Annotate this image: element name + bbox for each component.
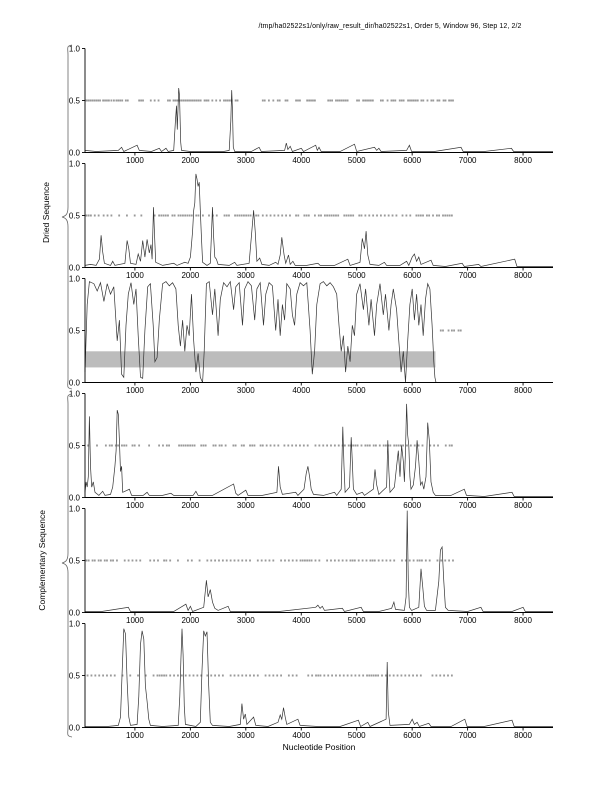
panel-4-curve xyxy=(84,403,553,497)
panel-2-xtick-4000: 4000 xyxy=(292,271,310,280)
panel-1-xtick-8000: 8000 xyxy=(514,156,532,165)
panel-6-curve xyxy=(85,628,553,728)
panel-5: 1000 2000 3000 4000 5000 6000 7000 8000 0.0 0.5 1.… xyxy=(69,504,553,625)
panel-1: 1000 2000 3000 4000 5000 6000 7000 8000 0.0 0.5 1.… xyxy=(69,44,553,165)
panel-5-xtick-3000: 3000 xyxy=(237,616,255,625)
group-label-complementary-sequence: Complementary Sequence xyxy=(37,510,47,611)
panel-3-xtick-5000: 5000 xyxy=(348,386,366,395)
panel-3-xtick-1000: 1000 xyxy=(126,386,144,395)
panel-5-curve xyxy=(85,510,553,612)
panel-6-xtick-8000: 8000 xyxy=(514,731,532,740)
panel-2-xtick-8000: 8000 xyxy=(514,271,532,280)
panel-6-position-marks xyxy=(86,674,453,677)
panel-1-curve xyxy=(84,87,553,152)
panel-5-xtick-2000: 2000 xyxy=(181,616,199,625)
panel-3-ytick-0.0: 0.0 xyxy=(69,378,81,387)
panel-4-xtick-5000: 5000 xyxy=(348,501,366,510)
panel-3-curve xyxy=(84,280,553,383)
panel-6-ytick-1.0: 1.0 xyxy=(69,619,81,628)
panel-1-xtick-1000: 1000 xyxy=(126,156,144,165)
panel-6-xtick-6000: 6000 xyxy=(403,731,421,740)
panel-4: 1000 2000 3000 4000 5000 6000 7000 8000 0.0 0.5 1.… xyxy=(69,389,553,510)
panel-3-xtick-2000: 2000 xyxy=(181,386,199,395)
panel-1-xtick-6000: 6000 xyxy=(403,156,421,165)
panel-6-ytick-0.5: 0.5 xyxy=(69,671,81,680)
panel-2-xtick-1000: 1000 xyxy=(126,271,144,280)
panel-2-curve xyxy=(84,173,553,267)
panel-5-xtick-5000: 5000 xyxy=(348,616,366,625)
panel-2: 1000 2000 3000 4000 5000 6000 7000 8000 0.0 0.5 1.… xyxy=(69,159,553,280)
panel-4-xtick-7000: 7000 xyxy=(459,501,477,510)
panel-3: 1000 2000 3000 4000 5000 6000 7000 8000 0.0 0.5 1.… xyxy=(69,274,553,395)
panel-4-ytick-0.0: 0.0 xyxy=(69,493,81,502)
panel-4-xtick-8000: 8000 xyxy=(514,501,532,510)
panel-5-xtick-8000: 8000 xyxy=(514,616,532,625)
panel-3-xtick-6000: 6000 xyxy=(403,386,421,395)
panel-2-axes xyxy=(82,163,553,271)
panel-2-xtick-3000: 3000 xyxy=(237,271,255,280)
panel-2-xtick-2000: 2000 xyxy=(181,271,199,280)
panel-1-xtick-4000: 4000 xyxy=(292,156,310,165)
panel-3-ytick-1.0: 1.0 xyxy=(69,274,81,283)
panel-6-xtick-4000: 4000 xyxy=(292,731,310,740)
panel-3-highlight-band xyxy=(85,351,436,368)
panel-4-ytick-1.0: 1.0 xyxy=(69,389,81,398)
panel-3-axes xyxy=(82,278,553,386)
panel-5-position-marks xyxy=(85,559,454,562)
panel-2-xtick-7000: 7000 xyxy=(459,271,477,280)
panel-1-ytick-1.0: 1.0 xyxy=(69,44,81,53)
panel-2-ytick-1.0: 1.0 xyxy=(69,159,81,168)
panel-5-xtick-4000: 4000 xyxy=(292,616,310,625)
panel-6-ytick-0.0: 0.0 xyxy=(69,723,81,732)
panel-1-xtick-3000: 3000 xyxy=(237,156,255,165)
panel-4-xtick-6000: 6000 xyxy=(403,501,421,510)
panel-1-position-marks xyxy=(85,99,454,102)
panel-4-xtick-4000: 4000 xyxy=(292,501,310,510)
panel-3-xtick-3000: 3000 xyxy=(237,386,255,395)
panel-6-axes xyxy=(82,623,553,731)
panel-3-position-marks xyxy=(439,329,462,332)
panel-5-ytick-1.0: 1.0 xyxy=(69,504,81,513)
panel-6-xtick-5000: 5000 xyxy=(348,731,366,740)
panel-4-position-marks xyxy=(87,444,453,447)
panel-2-position-marks xyxy=(85,214,453,217)
panel-2-ytick-0.0: 0.0 xyxy=(69,263,81,272)
panel-4-axes xyxy=(82,393,553,501)
panel-1-xtick-5000: 5000 xyxy=(348,156,366,165)
panel-1-xtick-7000: 7000 xyxy=(459,156,477,165)
panel-6: 1000 2000 3000 4000 5000 6000 7000 8000 0.0 0.5 1.… xyxy=(69,619,553,740)
dried-sequence-brace xyxy=(61,44,73,390)
panel-2-xtick-5000: 5000 xyxy=(348,271,366,280)
panel-2-xtick-6000: 6000 xyxy=(403,271,421,280)
panel-6-xtick-2000: 2000 xyxy=(181,731,199,740)
panel-5-ytick-0.5: 0.5 xyxy=(69,556,81,565)
panel-5-axes xyxy=(82,508,553,616)
group-label-dried-sequence: Dried Sequence xyxy=(41,182,51,243)
panel-3-ytick-0.5: 0.5 xyxy=(69,326,81,335)
plot-title: /tmp/ha02522s1/only/raw_result_dir/ha025… xyxy=(258,23,522,30)
panel-4-ytick-0.5: 0.5 xyxy=(69,441,81,450)
panel-1-xtick-2000: 2000 xyxy=(181,156,199,165)
panel-1-axes xyxy=(82,48,553,156)
panel-4-xtick-1000: 1000 xyxy=(126,501,144,510)
panel-3-xtick-8000: 8000 xyxy=(514,386,532,395)
panel-5-xtick-7000: 7000 xyxy=(459,616,477,625)
panel-5-ytick-0.0: 0.0 xyxy=(69,608,81,617)
panel-6-xtick-3000: 3000 xyxy=(237,731,255,740)
panel-3-xtick-4000: 4000 xyxy=(292,386,310,395)
panel-4-xtick-3000: 3000 xyxy=(237,501,255,510)
panel-1-ytick-0.0: 0.0 xyxy=(69,148,81,157)
panel-6-xtick-7000: 7000 xyxy=(459,731,477,740)
panel-2-ytick-0.5: 0.5 xyxy=(69,211,81,220)
panel-5-xtick-1000: 1000 xyxy=(126,616,144,625)
x-axis-label: Nucleotide Position xyxy=(282,742,356,752)
panel-1-ytick-0.5: 0.5 xyxy=(69,96,81,105)
panel-3-xtick-7000: 7000 xyxy=(459,386,477,395)
panel-6-xtick-1000: 1000 xyxy=(126,731,144,740)
complementary-sequence-brace xyxy=(61,393,73,738)
panel-5-xtick-6000: 6000 xyxy=(403,616,421,625)
panel-4-xtick-2000: 2000 xyxy=(181,501,199,510)
